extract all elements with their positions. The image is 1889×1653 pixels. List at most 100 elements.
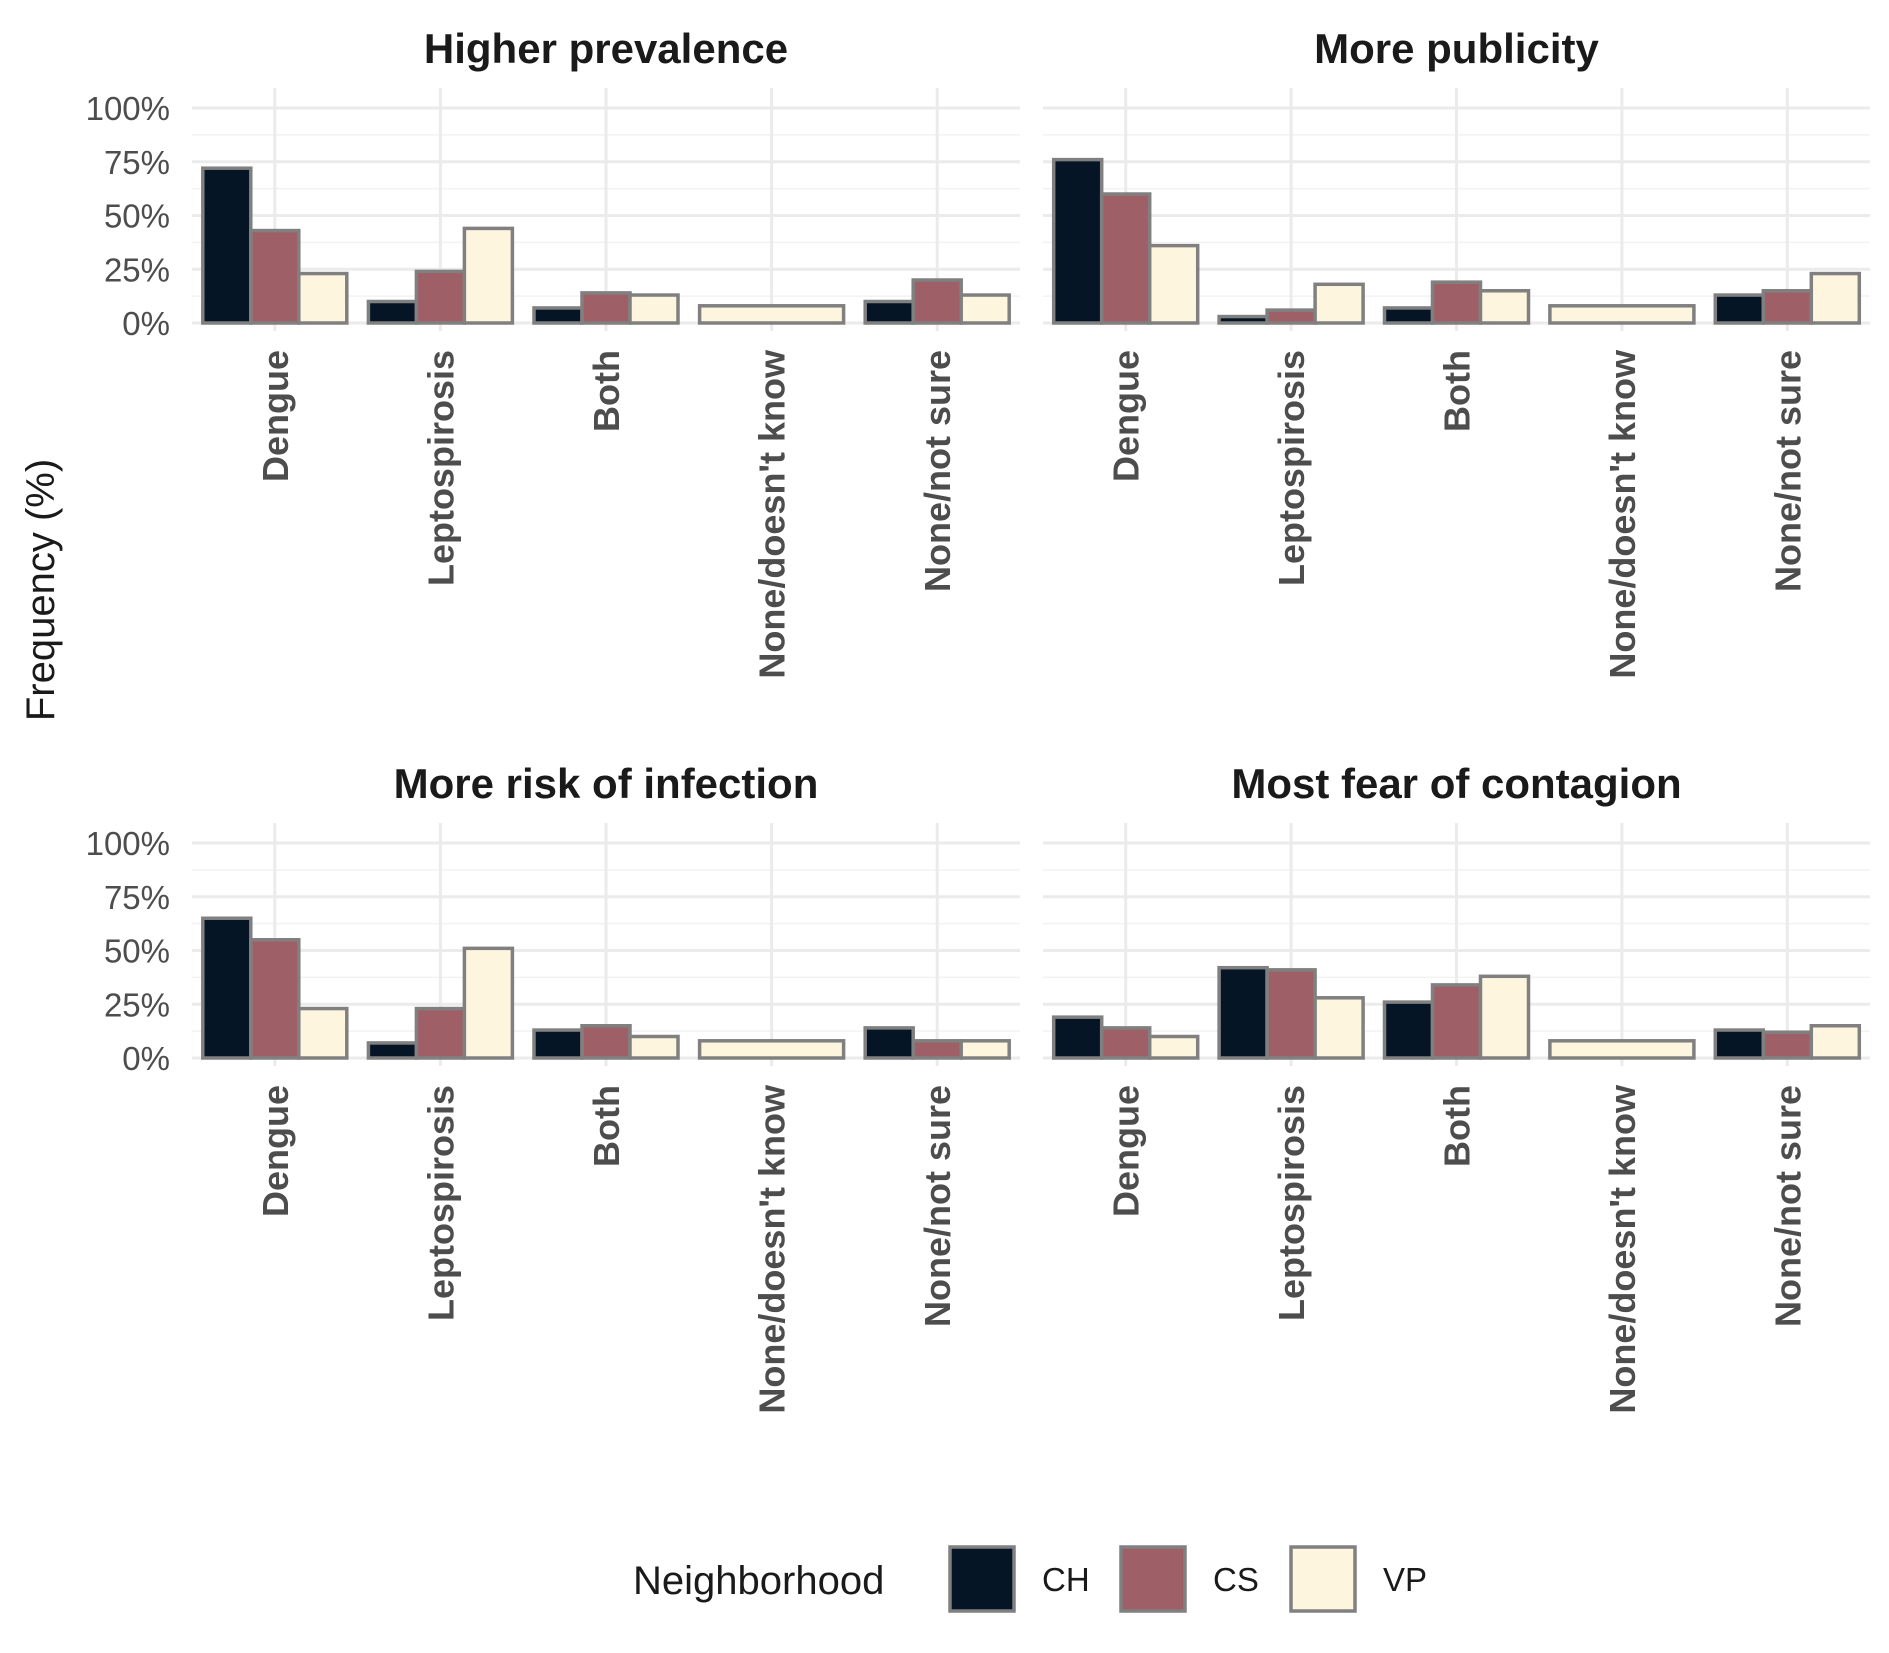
bar-vp bbox=[297, 1006, 349, 1060]
x-tick-label: None/doesn't know bbox=[752, 1084, 793, 1414]
bars bbox=[1051, 965, 1862, 1060]
x-tick-label: Both bbox=[1437, 350, 1478, 432]
bar-ch bbox=[1713, 293, 1766, 325]
y-tick-label: 100% bbox=[86, 825, 170, 862]
legend-entry: CH bbox=[948, 1545, 1090, 1613]
bar-ch bbox=[863, 1026, 915, 1060]
bar-vp bbox=[462, 226, 515, 325]
bar-cs bbox=[1430, 280, 1483, 325]
legend-label: CS bbox=[1213, 1561, 1259, 1598]
bar-vp bbox=[697, 1039, 846, 1060]
bar-cs bbox=[249, 938, 301, 1060]
bar-ch bbox=[366, 1041, 419, 1060]
y-tick-label: 25% bbox=[104, 251, 170, 288]
bar-vp bbox=[462, 946, 515, 1060]
bar-ch bbox=[1713, 1028, 1766, 1060]
x-tick-label: Dengue bbox=[255, 1085, 296, 1217]
bar-vp bbox=[1147, 1034, 1200, 1060]
bar-cs bbox=[1099, 1026, 1152, 1060]
bar-ch bbox=[1051, 157, 1104, 325]
bar-cs bbox=[911, 278, 963, 325]
bars bbox=[201, 166, 1011, 325]
bar-vp bbox=[1147, 243, 1200, 325]
legend-swatch bbox=[948, 1545, 1016, 1613]
bar-cs bbox=[414, 1006, 467, 1060]
panel: 0% 25% 50% 75% 100% Dengue Leptospirosis Both No… bbox=[86, 760, 1020, 1414]
bar-vp bbox=[1478, 974, 1531, 1060]
x-tick-label: Leptospirosis bbox=[1271, 1085, 1312, 1321]
legend-swatch bbox=[1289, 1545, 1357, 1613]
panel: 0% 25% 50% 75% 100% Dengue Leptospirosis Both No… bbox=[86, 25, 1020, 679]
bar-cs bbox=[1099, 192, 1152, 325]
legend-label: VP bbox=[1383, 1561, 1427, 1598]
x-tick-label: None/doesn't know bbox=[1602, 1084, 1643, 1414]
x-tick-label: Both bbox=[1437, 1085, 1478, 1167]
bar-vp bbox=[628, 1034, 680, 1060]
legend-swatch bbox=[1119, 1545, 1187, 1613]
bar-cs bbox=[1761, 289, 1814, 325]
legend-label: CH bbox=[1042, 1561, 1090, 1598]
bar-ch bbox=[1382, 306, 1435, 325]
panel-title: More publicity bbox=[1314, 25, 1599, 72]
y-axis-label: Frequency (%) bbox=[19, 459, 63, 721]
x-tick-label: Both bbox=[586, 350, 627, 432]
bar-ch bbox=[1051, 1015, 1104, 1060]
y-tick-label: 50% bbox=[104, 933, 170, 970]
x-tick-label: Dengue bbox=[1106, 350, 1147, 482]
bar-ch bbox=[201, 166, 253, 325]
bar-cs bbox=[249, 228, 301, 325]
bars bbox=[1051, 157, 1862, 325]
bar-vp bbox=[628, 293, 680, 325]
bar-cs bbox=[580, 1024, 632, 1060]
bar-vp bbox=[1809, 1024, 1862, 1060]
bar-ch bbox=[366, 299, 419, 325]
y-tick-label: 0% bbox=[122, 1040, 170, 1077]
panels: 0% 25% 50% 75% 100% Dengue Leptospirosis Both No… bbox=[86, 25, 1870, 1414]
bar-ch bbox=[201, 916, 253, 1060]
bar-vp bbox=[1313, 996, 1365, 1060]
x-tick-label: None/not sure bbox=[917, 1085, 958, 1327]
x-tick-label: Dengue bbox=[255, 350, 296, 482]
bar-cs bbox=[1761, 1030, 1814, 1060]
x-tick-label: Leptospirosis bbox=[420, 1085, 461, 1321]
x-tick-label: None/not sure bbox=[1767, 1085, 1808, 1327]
bar-vp bbox=[1478, 289, 1531, 325]
bar-vp bbox=[1548, 304, 1696, 325]
x-tick-label: Leptospirosis bbox=[1271, 350, 1312, 586]
panel-title: Most fear of contagion bbox=[1231, 760, 1681, 807]
bar-cs bbox=[1265, 968, 1317, 1060]
bar-cs bbox=[911, 1039, 963, 1060]
legend: Neighborhood CH CS VP bbox=[633, 1545, 1427, 1613]
bar-vp bbox=[297, 271, 349, 325]
x-tick-label: None/doesn't know bbox=[752, 349, 793, 679]
legend-entry: CS bbox=[1119, 1545, 1259, 1613]
x-tick-label: Dengue bbox=[1106, 1085, 1147, 1217]
panel: Dengue Leptospirosis Both None/doesn't know… bbox=[1043, 760, 1870, 1414]
bar-cs bbox=[580, 291, 632, 325]
bar-ch bbox=[1217, 314, 1269, 325]
x-tick-label: Leptospirosis bbox=[420, 350, 461, 586]
y-tick-label: 75% bbox=[104, 144, 170, 181]
y-tick-label: 75% bbox=[104, 879, 170, 916]
bar-vp bbox=[1809, 271, 1862, 325]
legend-entries: CH CS VP bbox=[948, 1545, 1427, 1613]
bar-vp bbox=[1548, 1039, 1696, 1060]
legend-title: Neighborhood bbox=[633, 1559, 884, 1603]
x-tick-label: Both bbox=[586, 1085, 627, 1167]
bar-cs bbox=[1430, 983, 1483, 1060]
y-tick-label: 0% bbox=[122, 305, 170, 342]
x-tick-label: None/doesn't know bbox=[1602, 349, 1643, 679]
bar-ch bbox=[1217, 965, 1269, 1060]
x-tick-label: None/not sure bbox=[1767, 350, 1808, 592]
bar-cs bbox=[414, 269, 467, 325]
y-tick-label: 25% bbox=[104, 986, 170, 1023]
bar-ch bbox=[1382, 1000, 1435, 1060]
y-tick-label: 50% bbox=[104, 198, 170, 235]
x-tick-label: None/not sure bbox=[917, 350, 958, 592]
legend-entry: VP bbox=[1289, 1545, 1427, 1613]
bar-vp bbox=[959, 1039, 1011, 1060]
bar-ch bbox=[863, 299, 915, 325]
panel-title: More risk of infection bbox=[394, 760, 819, 807]
bar-ch bbox=[532, 306, 584, 325]
